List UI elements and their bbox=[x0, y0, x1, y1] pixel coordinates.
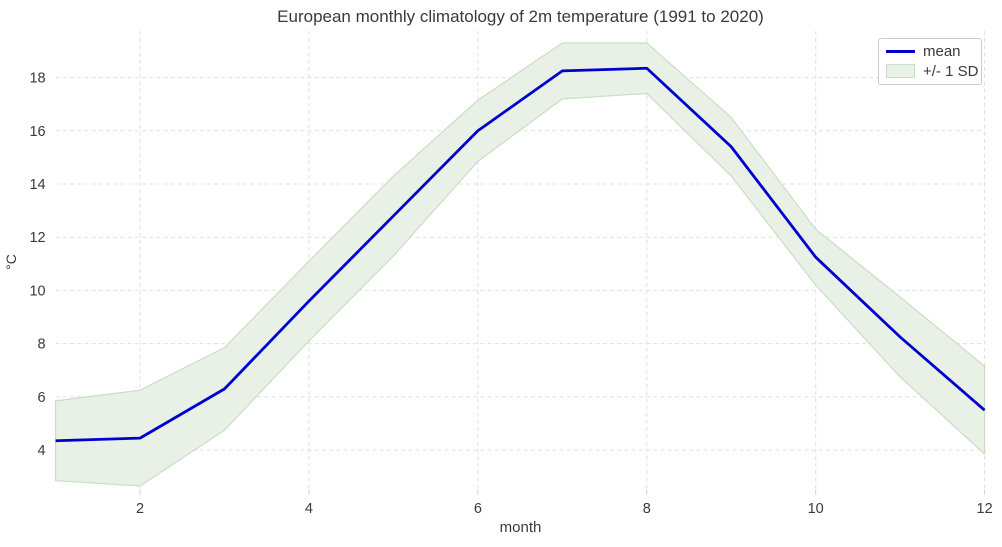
x-tick-label: 4 bbox=[305, 501, 313, 517]
legend-label-mean: mean bbox=[923, 43, 961, 61]
x-tick-label: 12 bbox=[977, 501, 993, 517]
y-tick-label: 4 bbox=[38, 443, 46, 459]
chart-title: European monthly climatology of 2m tempe… bbox=[277, 7, 764, 26]
y-tick-label: 10 bbox=[29, 283, 45, 299]
x-tick-label: 8 bbox=[643, 501, 651, 517]
legend-item-mean: mean bbox=[886, 43, 974, 60]
x-tick-label: 10 bbox=[808, 501, 824, 517]
x-tick-label: 6 bbox=[474, 501, 482, 517]
y-tick-label: 18 bbox=[29, 71, 45, 87]
legend-item-sd-band: +/- 1 SD bbox=[886, 63, 978, 80]
sd-band-swatch bbox=[886, 64, 915, 79]
sd-band bbox=[54, 42, 986, 487]
y-axis-label: °C bbox=[3, 254, 19, 270]
mean-line bbox=[55, 66, 986, 443]
legend: mean +/- 1 SD bbox=[878, 38, 982, 85]
y-tick-label: 12 bbox=[29, 230, 45, 246]
legend-label-sd-band: +/- 1 SD bbox=[923, 62, 979, 80]
y-tick-label: 6 bbox=[38, 390, 46, 406]
y-tick-label: 16 bbox=[29, 124, 45, 140]
y-tick-label: 14 bbox=[29, 177, 45, 193]
x-axis-label: month bbox=[499, 519, 542, 536]
x-tick-label: 2 bbox=[136, 501, 144, 517]
y-tick-label: 8 bbox=[38, 337, 46, 353]
mean-line-swatch bbox=[886, 50, 915, 54]
